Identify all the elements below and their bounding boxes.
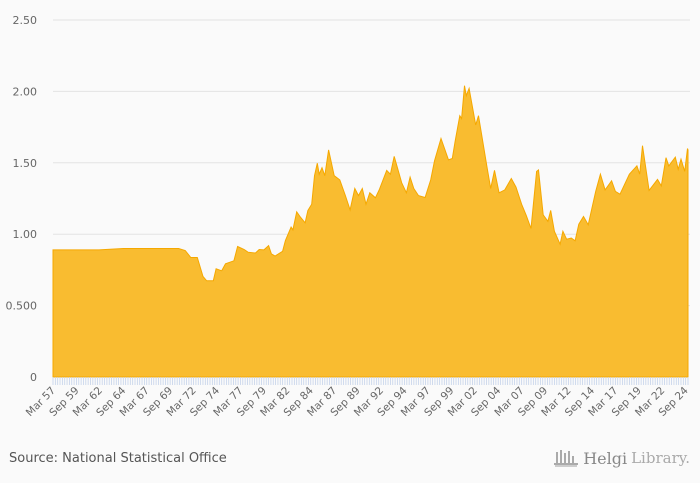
logo-text-light: Library.: [631, 449, 690, 467]
helgi-library-logo[interactable]: Helgi Library.: [553, 448, 690, 468]
y-tick-label: 2.50: [13, 14, 38, 27]
y-axis: 0 0.500 1.00 1.50 2.00 2.50: [6, 14, 38, 384]
y-tick-label: 2.00: [13, 85, 38, 98]
y-tick-label: 1.00: [13, 228, 38, 241]
library-icon: [554, 450, 579, 467]
series-area: [52, 85, 689, 378]
logo-text-bold: Helgi: [583, 448, 628, 468]
source-note: Source: National Statistical Office: [9, 451, 227, 466]
y-tick-label: 1.50: [13, 157, 38, 170]
y-tick-label: 0: [30, 371, 37, 384]
y-tick-label: 0.500: [6, 300, 38, 313]
